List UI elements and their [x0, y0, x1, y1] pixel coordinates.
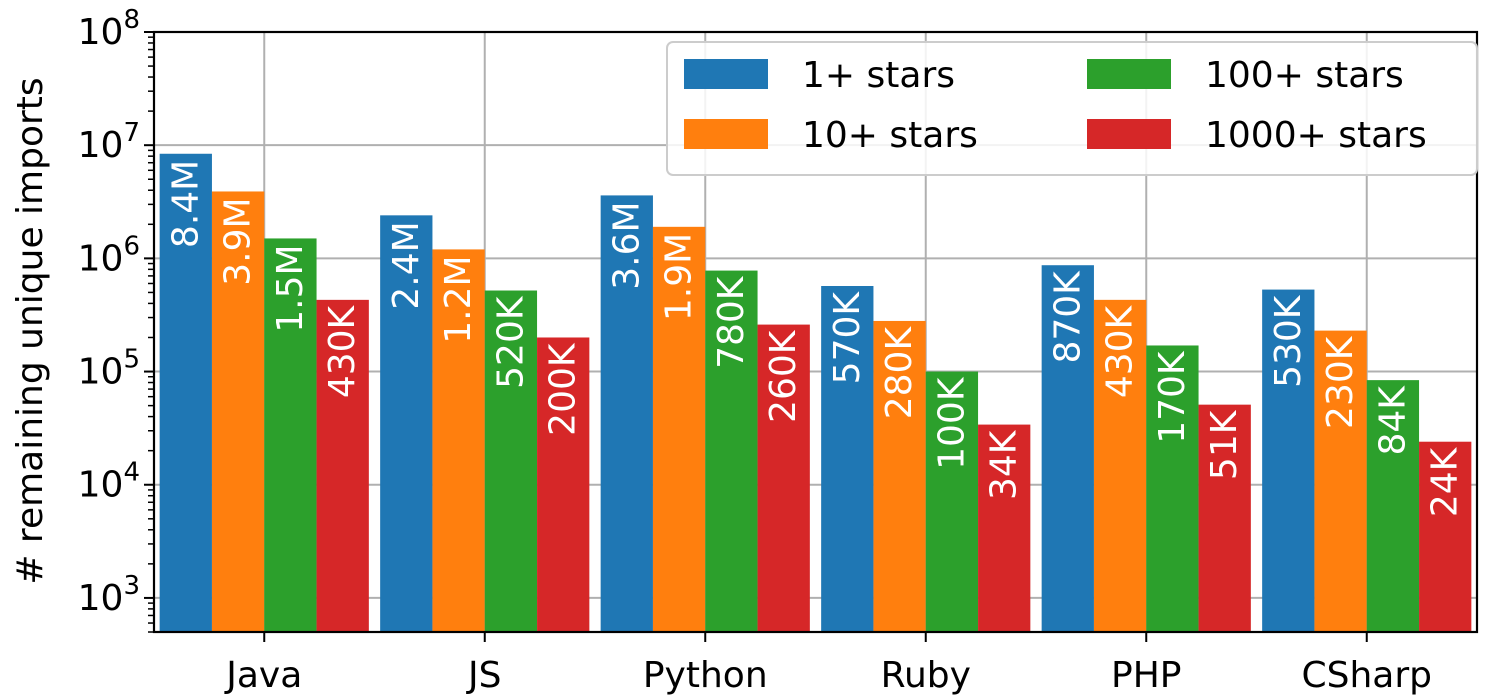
y-tick-label: 108	[78, 5, 140, 53]
bar	[211, 191, 265, 632]
data-label: 230K	[1320, 335, 1361, 429]
legend-swatch	[684, 59, 768, 89]
y-axis-label: # remaining unique imports	[10, 77, 51, 584]
x-tick-label: Python	[643, 655, 768, 696]
bar	[978, 424, 1031, 632]
bar	[316, 299, 369, 632]
legend-label: 100+ stars	[1205, 55, 1404, 96]
data-label: 24K	[1425, 446, 1466, 517]
legend-label: 1000+ stars	[1205, 115, 1427, 156]
bar	[1314, 330, 1367, 632]
y-tick-label: 105	[78, 345, 140, 393]
data-label: 100K	[931, 376, 972, 470]
legend-swatch	[1087, 119, 1171, 149]
bar	[1366, 380, 1420, 632]
x-tick-label: JS	[466, 655, 501, 696]
y-tick-label: 106	[78, 231, 140, 279]
data-label: 1.9M	[659, 233, 700, 321]
data-label: 2.4M	[386, 221, 427, 309]
data-label: 260K	[763, 329, 804, 423]
y-tick-label: 107	[78, 118, 140, 166]
legend-label: 10+ stars	[802, 115, 978, 156]
x-tick-label: PHP	[1111, 655, 1182, 696]
data-label: 51K	[1204, 409, 1245, 480]
data-label: 1.2M	[438, 255, 479, 343]
data-label: 430K	[322, 304, 363, 398]
data-label: 170K	[1152, 350, 1193, 444]
bar	[1093, 299, 1147, 632]
bar	[1262, 289, 1315, 632]
data-label: 200K	[543, 342, 584, 436]
bar	[264, 238, 317, 632]
legend-box	[666, 41, 1478, 176]
legend: 1+ stars 10+ stars 100+ stars 1000+ stars	[666, 41, 1478, 176]
bar	[873, 320, 926, 632]
data-label: 530K	[1268, 294, 1309, 388]
bar	[1198, 404, 1251, 632]
legend-swatch	[1087, 59, 1171, 89]
y-tick-label: 104	[78, 458, 140, 506]
y-tick-label: 103	[78, 571, 140, 619]
bar	[1146, 345, 1199, 632]
bar-labels: 8.4M 2.4M 3.6M 570K 870K 530K 3.9M 1.2M 1.9M 280K…	[165, 160, 1465, 517]
data-label: 430K	[1100, 304, 1141, 398]
data-label: 1.5M	[270, 244, 311, 332]
bar	[159, 153, 212, 632]
x-tick-label: CSharp	[1301, 655, 1432, 696]
plot-frame	[152, 30, 1479, 634]
data-label: 34K	[984, 429, 1025, 500]
data-label: 84K	[1372, 385, 1413, 456]
legend-swatch	[684, 119, 768, 149]
bar	[1419, 441, 1472, 632]
data-label: 520K	[490, 295, 531, 389]
bar	[600, 195, 653, 632]
bar	[705, 270, 758, 632]
bar	[757, 324, 810, 632]
bar	[380, 215, 433, 633]
data-label: 570K	[827, 291, 868, 385]
bar	[484, 290, 538, 632]
data-label: 3.6M	[606, 201, 647, 289]
bar	[537, 337, 590, 632]
bar	[821, 286, 874, 632]
bars	[159, 153, 1472, 633]
bar	[652, 226, 706, 632]
axes: 103 104 105 106 107 108 Java JS Python Ruby PHP CSh…	[78, 5, 1479, 696]
bar	[432, 249, 485, 632]
x-tick-label: Java	[224, 655, 302, 696]
x-tick-label: Ruby	[881, 655, 971, 696]
data-label: 280K	[879, 326, 920, 420]
bar	[1041, 265, 1094, 632]
data-label: 780K	[711, 275, 752, 369]
data-label: 870K	[1047, 270, 1088, 364]
legend-label: 1+ stars	[802, 55, 955, 96]
data-label: 8.4M	[165, 160, 206, 248]
bar	[925, 371, 979, 632]
data-label: 3.9M	[218, 197, 259, 285]
